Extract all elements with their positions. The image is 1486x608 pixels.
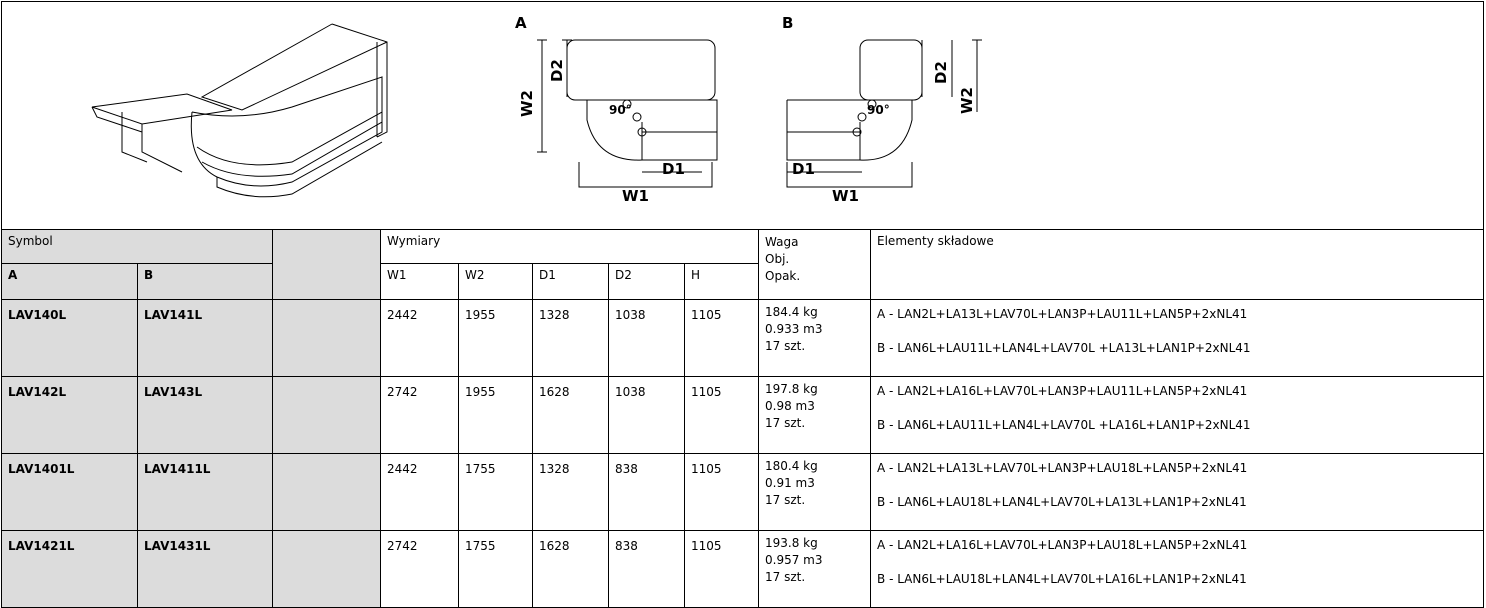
weight-line: 17 szt. <box>765 493 806 507</box>
angle-label: 90° <box>867 103 890 117</box>
header-cell: D2 <box>608 263 686 300</box>
header-cell: Wymiary <box>380 229 760 264</box>
dimension: 2742 <box>380 530 460 608</box>
table-body: Symbol Wymiary Waga Obj. Opak. Elementy sk… <box>0 229 1484 608</box>
table-row: LAV1401L LAV1411L 2442 1755 1328 838 1105 180.4… <box>1 453 1484 531</box>
dim-label: W2 <box>518 90 536 117</box>
element-line: B - LAN6L+LAU11L+LAN4L+LAV70L +LA16L+LAN… <box>877 418 1251 432</box>
dim-label: D1 <box>662 160 685 178</box>
element-line: B - LAN6L+LAU11L+LAN4L+LAV70L +LA13L+LAN… <box>877 341 1251 355</box>
table-row: LAV142L LAV143L 2742 1955 1628 1038 1105 197.8 … <box>1 376 1484 454</box>
element-line: A - LAN2L+LA16L+LAV70L+LAN3P+LAU18L+LAN5… <box>877 538 1248 552</box>
weight-line: 17 szt. <box>765 570 806 584</box>
dimension: 1105 <box>684 376 760 454</box>
element-line: A - LAN2L+LA13L+LAV70L+LAN3P+LAU11L+LAN5… <box>877 307 1248 321</box>
dimension: 1038 <box>608 376 686 454</box>
dimension: 1038 <box>608 299 686 377</box>
weight-line: 0.933 m3 <box>765 322 823 336</box>
table-row: LAV140L LAV141L 2442 1955 1328 1038 1105 184.4 … <box>1 299 1484 377</box>
dimension: 2442 <box>380 299 460 377</box>
dimension: 2742 <box>380 376 460 454</box>
blank-cell <box>272 530 382 608</box>
weight-line: 0.957 m3 <box>765 553 823 567</box>
product-table: Symbol Wymiary Waga Obj. Opak. Elementy sk… <box>0 229 1484 608</box>
diagram-label: B <box>782 14 793 32</box>
header-cell: Symbol <box>0 229 274 264</box>
weight-line: 0.98 m3 <box>765 399 815 413</box>
angle-label: 90° <box>609 103 632 117</box>
symbol-a: LAV140L <box>1 299 138 377</box>
dimension: 2442 <box>380 453 460 531</box>
symbol-b: LAV1431L <box>136 530 274 608</box>
dimension: 838 <box>608 530 686 608</box>
dimension: 1755 <box>458 453 534 531</box>
dim-label: D2 <box>548 59 566 82</box>
header-line: Waga <box>765 235 799 249</box>
weight-line: 197.8 kg <box>765 382 818 396</box>
element-line: A - LAN2L+LA13L+LAV70L+LAN3P+LAU18L+LAN5… <box>877 461 1248 475</box>
dimension: 1105 <box>684 530 760 608</box>
diagram-b <box>786 39 982 188</box>
header-cell: D1 <box>532 263 610 300</box>
header-cell: W1 <box>380 263 460 300</box>
dimension: 1955 <box>458 299 534 377</box>
weight-line: 193.8 kg <box>765 536 818 550</box>
header-line: Obj. <box>765 252 790 266</box>
symbol-b: LAV143L <box>136 376 274 454</box>
header-cell: Waga Obj. Opak. <box>758 229 872 300</box>
blank-cell <box>272 453 382 531</box>
dim-label: D2 <box>932 61 950 84</box>
drawing-area: A D2 W2 90° D1 W1 B D2 W2 90° D1 W1 <box>1 1 1484 230</box>
element-line: B - LAN6L+LAU18L+LAN4L+LAV70L+LA13L+LAN1… <box>877 495 1247 509</box>
dimension: 1755 <box>458 530 534 608</box>
symbol-b: LAV1411L <box>136 453 274 531</box>
elements-cell: A - LAN2L+LA13L+LAV70L+LAN3P+LAU11L+LAN5… <box>870 299 1484 377</box>
element-line: A - LAN2L+LA16L+LAV70L+LAN3P+LAU11L+LAN5… <box>877 384 1248 398</box>
dim-label: D1 <box>792 160 815 178</box>
header-cell: B <box>136 263 274 300</box>
drawings: A D2 W2 90° D1 W1 B D2 W2 90° D1 W1 <box>91 14 982 205</box>
weight-line: 0.91 m3 <box>765 476 815 490</box>
symbol-b: LAV141L <box>136 299 274 377</box>
diagram-label: A <box>515 14 527 32</box>
elements-cell: A - LAN2L+LA13L+LAV70L+LAN3P+LAU18L+LAN5… <box>870 453 1484 531</box>
weight-cell: 184.4 kg 0.933 m3 17 szt. <box>758 299 872 377</box>
diagram-a <box>537 39 718 188</box>
weight-cell: 180.4 kg 0.91 m3 17 szt. <box>758 453 872 531</box>
blank-cell <box>272 299 382 377</box>
table-row: LAV1421L LAV1431L 2742 1755 1628 838 1105 193.8… <box>1 530 1484 608</box>
header-cell: A <box>1 263 138 300</box>
blank-header <box>272 229 382 300</box>
symbol-a: LAV1421L <box>1 530 138 608</box>
symbol-a: LAV142L <box>1 376 138 454</box>
header-cell: H <box>684 263 760 300</box>
dim-label: W1 <box>832 187 859 205</box>
dimension: 1328 <box>532 299 610 377</box>
weight-cell: 197.8 kg 0.98 m3 17 szt. <box>758 376 872 454</box>
dimension: 1105 <box>684 299 760 377</box>
element-line: B - LAN6L+LAU18L+LAN4L+LAV70L+LA16L+LAN1… <box>877 572 1247 586</box>
weight-cell: 193.8 kg 0.957 m3 17 szt. <box>758 530 872 608</box>
header-cell: W2 <box>458 263 534 300</box>
dimension: 838 <box>608 453 686 531</box>
dimension: 1628 <box>532 530 610 608</box>
weight-line: 184.4 kg <box>765 305 818 319</box>
dimension: 1628 <box>532 376 610 454</box>
dim-label: W2 <box>958 87 976 114</box>
dimension: 1328 <box>532 453 610 531</box>
blank-cell <box>272 376 382 454</box>
dimension: 1955 <box>458 376 534 454</box>
weight-line: 17 szt. <box>765 339 806 353</box>
elements-cell: A - LAN2L+LA16L+LAV70L+LAN3P+LAU11L+LAN5… <box>870 376 1484 454</box>
weight-line: 180.4 kg <box>765 459 818 473</box>
header-line: Opak. <box>765 269 801 283</box>
dimension: 1105 <box>684 453 760 531</box>
header-cell: Elementy składowe <box>870 229 1484 300</box>
desk-illustration <box>91 23 388 198</box>
symbol-a: LAV1401L <box>1 453 138 531</box>
weight-line: 17 szt. <box>765 416 806 430</box>
dim-label: W1 <box>622 187 649 205</box>
elements-cell: A - LAN2L+LA16L+LAV70L+LAN3P+LAU18L+LAN5… <box>870 530 1484 608</box>
